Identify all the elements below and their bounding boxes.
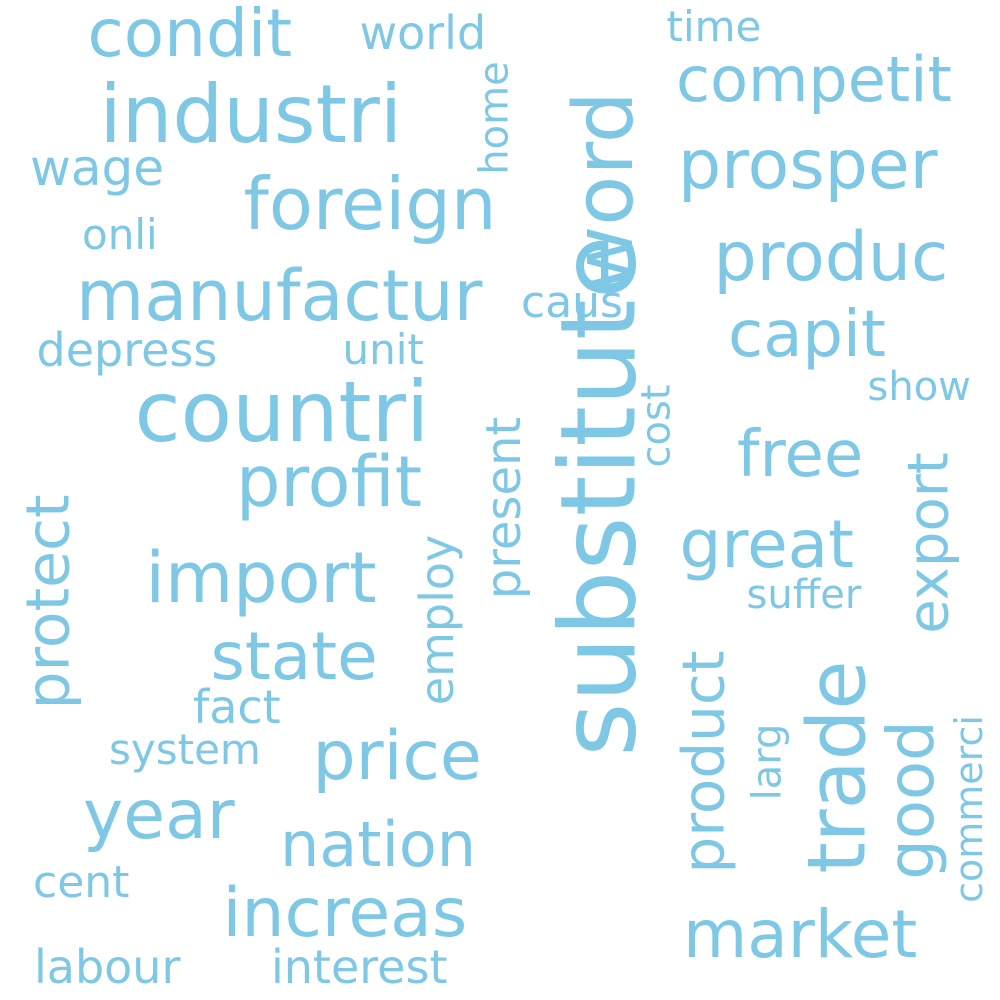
word-suffer: suffer [746,572,862,618]
word-depress: depress [36,323,218,377]
word-produc: produc [713,218,949,297]
word-world: world [359,6,487,60]
word-capit: capit [728,298,886,372]
word-home: home [471,61,518,175]
word-nation: nation [280,808,477,881]
word-time: time [666,2,762,51]
word-trade: trade [790,660,884,874]
word-profit: profit [236,441,423,523]
word-prosper: prosper [678,126,938,205]
word-state: state [210,618,378,695]
word-price: price [312,717,482,796]
word-employ: employ [410,534,465,706]
word-wage: wage [30,139,165,197]
word-good: good [874,720,949,880]
word-import: import [145,537,377,619]
word-competit: competit [676,43,952,116]
word-foreign: foreign [243,162,497,246]
word-countri: countri [134,363,430,461]
word-great: great [679,506,855,583]
word-onli: onli [82,210,158,259]
word-export: export [896,452,962,634]
word-year: year [83,776,235,855]
word-present: present [476,416,533,600]
word-product: product [669,650,738,874]
word-system: system [109,725,261,774]
word-industri: industri [99,68,403,161]
word-protect: protect [13,494,84,710]
word-condit: condit [87,0,293,72]
word-free: free [737,418,864,492]
word-increas: increas [222,874,468,953]
word-unit: unit [342,325,424,374]
word-caus: caus [521,277,623,328]
word-cost: cost [633,384,679,468]
word-commerci: commerci [946,715,991,903]
word-larg: larg [743,723,790,801]
word-manufactur: manufactur [76,255,483,337]
word-show: show [867,364,971,410]
word-fact: fact [193,680,281,734]
word-word: word [556,91,652,293]
word-market: market [683,896,918,973]
word-interest: interest [271,940,448,994]
word-cent: cent [33,857,130,908]
word-labour: labour [34,940,181,994]
